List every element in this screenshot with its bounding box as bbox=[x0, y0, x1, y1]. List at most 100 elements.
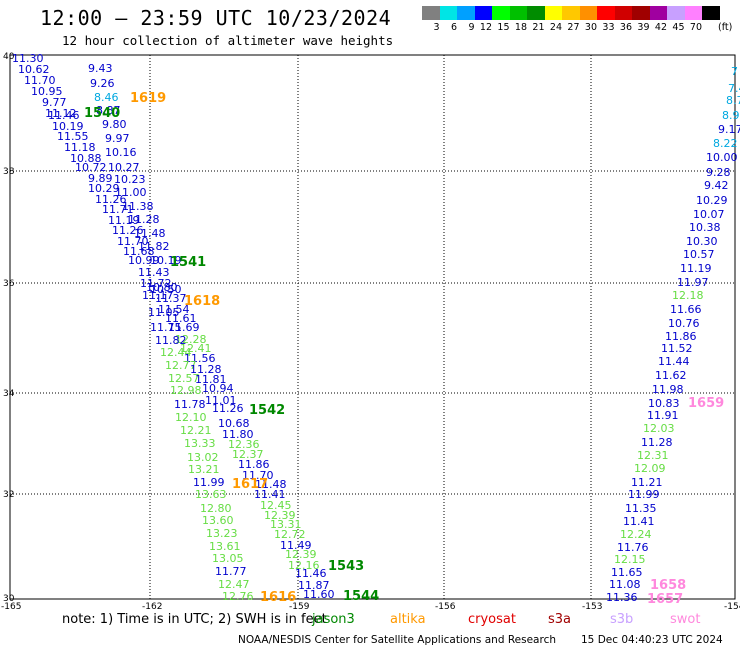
footer-note: note: 1) Time is in UTC; 2) SWH is in fe… bbox=[62, 612, 327, 627]
scale-swatch bbox=[579, 6, 597, 20]
pass-number-label: 1619 bbox=[130, 91, 166, 106]
satellite-pass-labels: 1619 1540 1541 1618 1542 1617 1543 1544 1616 1659… bbox=[84, 91, 724, 607]
scale-swatch bbox=[474, 6, 492, 20]
wave-height-value: 10.16 bbox=[105, 146, 137, 159]
wave-height-value: 8.9 bbox=[722, 109, 740, 122]
wave-height-value: 10.99 bbox=[128, 254, 160, 267]
pass-number-label: 1541 bbox=[170, 255, 206, 270]
scale-label: 42 bbox=[654, 22, 667, 33]
graticule bbox=[10, 55, 735, 599]
wave-height-value: 7 bbox=[731, 65, 738, 78]
scale-swatch bbox=[422, 6, 440, 20]
legend-item-altika: altika bbox=[390, 612, 426, 627]
wave-height-value: 11.52 bbox=[661, 342, 693, 355]
wave-height-value: 10.94 bbox=[202, 382, 234, 395]
wave-height-value: 9.26 bbox=[90, 77, 115, 90]
wave-height-value: 11.28 bbox=[190, 363, 222, 376]
wave-height-value: 11.69 bbox=[168, 321, 200, 334]
wave-height-value: 12.28 bbox=[175, 333, 207, 346]
wave-height-value: 12.36 bbox=[228, 438, 260, 451]
wave-height-value: 10.38 bbox=[689, 221, 721, 234]
scale-label: 27 bbox=[567, 22, 580, 33]
lon-tick-label: -153 bbox=[582, 602, 602, 612]
wave-height-map: -165 -162 -159 -156 -153 -154 40 38 36 3… bbox=[1, 52, 740, 612]
wave-height-value: 12.72 bbox=[274, 528, 306, 541]
wave-height-value: 11.00 bbox=[115, 186, 147, 199]
wave-height-value: 9.77 bbox=[42, 96, 67, 109]
wave-height-value: 9.43 bbox=[88, 62, 113, 75]
wave-height-value: 11.12 bbox=[45, 107, 77, 120]
pass-number-label: 1618 bbox=[184, 294, 220, 309]
wave-height-value: 10.07 bbox=[693, 208, 725, 221]
wave-height-value: 11.62 bbox=[655, 369, 687, 382]
wave-height-value: 9.89 bbox=[88, 172, 113, 185]
scale-swatch bbox=[597, 6, 615, 20]
wave-height-value: 11.98 bbox=[652, 383, 684, 396]
scale-swatch bbox=[684, 6, 702, 20]
wave-height-value: 8.7 bbox=[726, 94, 740, 107]
wave-height-value: 12.21 bbox=[180, 424, 212, 437]
footer-credit: NOAA/NESDIS Center for Satellite Applica… bbox=[238, 634, 556, 646]
wave-height-value: 11.61 bbox=[165, 312, 197, 325]
map-frame bbox=[9, 54, 736, 600]
wave-height-value: 11.17 bbox=[142, 289, 174, 302]
wave-height-value: 10.80 bbox=[146, 281, 178, 294]
pass-number-label: 1543 bbox=[328, 559, 364, 574]
pass-number-label: 1657 bbox=[647, 592, 683, 607]
wave-height-value: 12.09 bbox=[634, 462, 666, 475]
wave-height-value: 11.46 bbox=[295, 567, 327, 580]
wave-height-value: 13.05 bbox=[212, 552, 244, 565]
wave-height-value: 11.76 bbox=[617, 541, 649, 554]
scale-unit-label: (ft) bbox=[718, 22, 733, 33]
wave-height-value: 10.62 bbox=[18, 63, 50, 76]
wave-height-value: 10.50 bbox=[150, 283, 182, 296]
color-scale-bar bbox=[422, 6, 720, 20]
scale-label: 70 bbox=[689, 22, 702, 33]
wave-height-value: 11.28 bbox=[128, 213, 160, 226]
scale-label: 36 bbox=[619, 22, 632, 33]
lat-tick-label: 36 bbox=[3, 279, 15, 289]
scale-label: 24 bbox=[549, 22, 562, 33]
wave-height-value: 11.77 bbox=[215, 565, 247, 578]
wave-height-value: 10.30 bbox=[686, 235, 718, 248]
pass-number-label: 1542 bbox=[249, 403, 285, 418]
wave-height-value: 13.61 bbox=[209, 540, 241, 553]
scale-label: 30 bbox=[584, 22, 597, 33]
wave-height-value: 11.71 bbox=[102, 203, 134, 216]
wave-height-value: 10.19 bbox=[150, 254, 182, 267]
wave-height-value: 11.38 bbox=[122, 200, 154, 213]
wave-height-value: 10.29 bbox=[88, 182, 120, 195]
wave-height-value: 11.26 bbox=[112, 224, 144, 237]
wave-height-value: 11.86 bbox=[238, 458, 270, 471]
wave-height-value: 11.46 bbox=[48, 109, 80, 122]
wave-height-value: 13.23 bbox=[206, 527, 238, 540]
lat-tick-label: 34 bbox=[3, 389, 15, 399]
wave-height-value: 13.21 bbox=[188, 463, 220, 476]
scale-swatch bbox=[492, 6, 510, 20]
wave-height-value: 11.97 bbox=[677, 276, 709, 289]
wave-height-value: 13.60 bbox=[202, 514, 234, 527]
wave-height-value: 11.41 bbox=[623, 515, 655, 528]
wave-height-value: 10.19 bbox=[52, 120, 84, 133]
wave-height-value: 10.29 bbox=[696, 194, 728, 207]
lon-tick-label: -162 bbox=[142, 602, 162, 612]
scale-label: 18 bbox=[514, 22, 527, 33]
wave-height-value: 11.21 bbox=[631, 476, 663, 489]
footer-timestamp: 15 Dec 04:40:23 UTC 2024 bbox=[581, 634, 723, 646]
wave-height-value: 11.35 bbox=[625, 502, 657, 515]
wave-height-value: 11.05 bbox=[148, 306, 180, 319]
scale-swatch bbox=[439, 6, 457, 20]
wave-height-value: 11.26 bbox=[212, 402, 244, 415]
page-subtitle: 12 hour collection of altimeter wave hei… bbox=[62, 33, 394, 48]
scale-swatch bbox=[544, 6, 562, 20]
wave-height-value: 10.68 bbox=[218, 417, 250, 430]
legend-item-swot: swot bbox=[670, 612, 701, 627]
pass-number-label: 1544 bbox=[343, 589, 379, 604]
wave-height-value: 11.99 bbox=[193, 476, 225, 489]
wave-height-value: 9.42 bbox=[704, 179, 729, 192]
wave-height-value: 11.66 bbox=[670, 303, 702, 316]
wave-height-value: 12.57 bbox=[168, 372, 200, 385]
wave-height-value: 11.55 bbox=[57, 130, 89, 143]
lat-tick-label: 32 bbox=[3, 490, 14, 500]
wave-height-value: 11.70 bbox=[242, 469, 274, 482]
